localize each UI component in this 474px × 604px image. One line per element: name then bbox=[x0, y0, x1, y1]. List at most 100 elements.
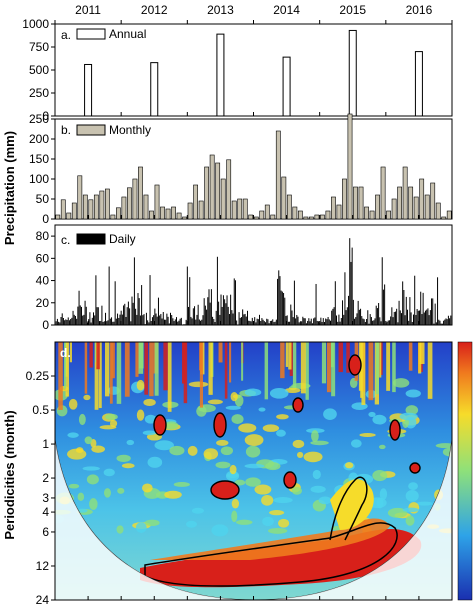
y-tick-label: 100 bbox=[29, 172, 49, 186]
monthly-bar bbox=[303, 216, 309, 220]
monthly-bar bbox=[176, 212, 182, 220]
wavelet-blob bbox=[211, 524, 229, 537]
wavelet-blob bbox=[387, 507, 408, 518]
wavelet-streak bbox=[229, 342, 232, 383]
wavelet-blob bbox=[185, 520, 197, 528]
wavelet-streak bbox=[183, 342, 188, 404]
wavelet-blob bbox=[234, 479, 246, 486]
wavelet-panel-label: d. bbox=[60, 346, 71, 360]
annual-bar bbox=[84, 63, 93, 117]
wavelet-blob bbox=[231, 498, 240, 509]
wavelet-blob bbox=[269, 510, 285, 516]
wavelet-blob bbox=[244, 388, 262, 397]
wavelet-blob bbox=[311, 430, 319, 442]
wavelet-blob bbox=[278, 518, 290, 528]
period-tick-label: 4 bbox=[42, 505, 49, 519]
y-tick-label: 250 bbox=[29, 86, 49, 100]
wavelet-blob bbox=[231, 414, 244, 424]
wavelet-blob bbox=[416, 501, 433, 506]
wavelet-blob bbox=[216, 439, 229, 446]
significant-region bbox=[292, 397, 304, 413]
annual-bar bbox=[216, 33, 225, 117]
wavelet-blob bbox=[238, 423, 257, 433]
significant-region bbox=[213, 412, 227, 438]
wavelet-streak bbox=[199, 342, 204, 408]
monthly-bar bbox=[248, 214, 254, 220]
wavelet-blob bbox=[75, 447, 84, 454]
wavelet-streak bbox=[167, 342, 172, 412]
wavelet-streak bbox=[124, 342, 130, 397]
monthly-bar bbox=[259, 210, 265, 220]
wavelet-blob bbox=[231, 510, 238, 523]
period-tick-label: 12 bbox=[36, 559, 50, 573]
y-tick-label: 80 bbox=[36, 229, 50, 243]
wavelet-streak bbox=[331, 342, 336, 397]
wavelet-streak bbox=[98, 342, 102, 409]
wavelet-streak bbox=[361, 342, 366, 405]
wavelet-blob bbox=[136, 409, 145, 421]
wavelet-blob bbox=[262, 424, 280, 432]
monthly-bar bbox=[71, 202, 77, 220]
wavelet-blob bbox=[229, 464, 237, 475]
annual-legend-label: Annual bbox=[109, 27, 146, 41]
wavelet-blob bbox=[225, 470, 240, 481]
monthly-bar bbox=[132, 178, 138, 220]
wavelet-streak bbox=[149, 342, 154, 397]
wavelet-blob bbox=[215, 461, 231, 469]
significant-region bbox=[283, 471, 297, 489]
wavelet-blob bbox=[109, 419, 118, 427]
monthly-bar bbox=[391, 198, 397, 220]
period-tick-label: 0.25 bbox=[26, 369, 50, 383]
monthly-bar bbox=[160, 206, 165, 220]
wavelet-blob bbox=[312, 469, 321, 480]
year-axis-labels: 2011 2012 2013 2014 2015 2016 bbox=[54, 3, 453, 24]
significance-contour bbox=[329, 476, 368, 541]
wavelet-blob bbox=[154, 440, 174, 451]
year-label: 2015 bbox=[339, 3, 366, 17]
wavelet-streak bbox=[218, 342, 223, 363]
wavelet-blob bbox=[244, 463, 265, 469]
wavelet-streak bbox=[84, 342, 88, 394]
wavelet-blob bbox=[68, 398, 78, 410]
annual-bar bbox=[282, 56, 291, 117]
wavelet-blob bbox=[164, 490, 182, 499]
monthly-bar bbox=[286, 194, 292, 220]
wavelet-blob bbox=[378, 444, 386, 450]
wavelet-streak bbox=[94, 342, 99, 410]
wavelet-blob bbox=[121, 463, 135, 469]
monthly-bar bbox=[93, 194, 99, 220]
annual-legend-swatch bbox=[76, 28, 106, 40]
monthly-bar bbox=[364, 206, 369, 220]
significant-region bbox=[153, 414, 167, 436]
monthly-bar bbox=[231, 200, 237, 220]
monthly-bar bbox=[237, 198, 243, 220]
wavelet-streak bbox=[392, 342, 396, 393]
monthly-bar bbox=[402, 166, 408, 220]
y-tick-label: 50 bbox=[36, 192, 50, 206]
wavelet-blob bbox=[291, 487, 302, 495]
monthly-bar bbox=[358, 186, 364, 220]
wavelet-blob bbox=[84, 436, 93, 445]
monthly-bar bbox=[336, 204, 342, 220]
wavelet-blob bbox=[235, 519, 253, 525]
wavelet-blob bbox=[254, 484, 272, 495]
wavelet-streak bbox=[109, 342, 113, 404]
wavelet-blob bbox=[230, 392, 238, 402]
monthly-bar bbox=[99, 190, 105, 220]
monthly-bar bbox=[149, 210, 154, 220]
monthly-bar bbox=[215, 162, 221, 220]
wavelet-blob bbox=[142, 430, 157, 436]
wavelet-streak bbox=[288, 342, 292, 370]
wavelet-streak bbox=[280, 342, 285, 379]
wavelet-blob bbox=[245, 445, 261, 458]
period-tick-label: 1 bbox=[42, 437, 49, 451]
monthly-bar bbox=[77, 175, 83, 220]
monthly-bar bbox=[380, 166, 386, 220]
wavelet-streak bbox=[139, 342, 144, 369]
monthly-bar bbox=[342, 178, 347, 220]
wavelet-blob bbox=[273, 497, 293, 504]
wavelet-streak bbox=[135, 342, 139, 377]
wavelet-streak bbox=[63, 342, 67, 389]
wavelet-blob bbox=[136, 379, 145, 391]
